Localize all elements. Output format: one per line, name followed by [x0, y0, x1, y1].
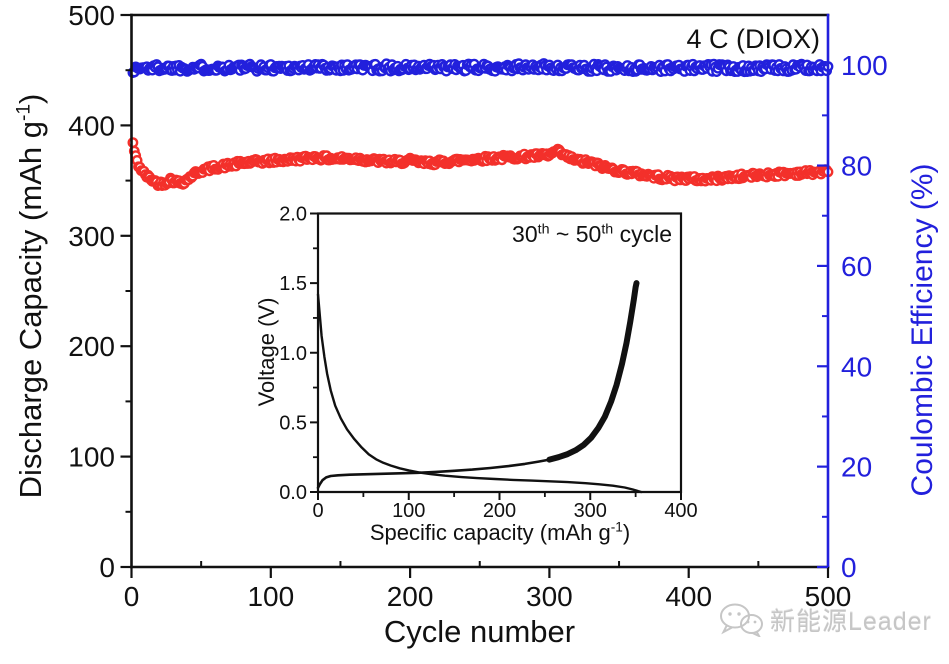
y-left-tick-label: 100 [68, 442, 115, 473]
inset-y-axis-title: Voltage (V) [254, 297, 279, 407]
watermark: 新能源Leader [718, 602, 932, 638]
x-tick-label: 100 [247, 581, 294, 612]
inset-y-tick-label: 1.5 [279, 273, 307, 295]
inset-y-tick-label: 0.0 [279, 482, 307, 504]
inset-x-tick-label: 200 [483, 500, 516, 522]
inset-x-title-text: Specific capacity (mAh g [369, 520, 611, 545]
inset-y-tick-label: 0.5 [279, 412, 307, 434]
y-right-tick-label: 100 [841, 50, 888, 81]
inset-title-t1: 30 [512, 221, 538, 247]
inset-title-s2: th [601, 221, 614, 238]
y-right-tick-label: 40 [841, 351, 872, 382]
inset-x-tick-label: 300 [574, 500, 607, 522]
inset-x-axis-title: Specific capacity (mAh g-1) [318, 520, 682, 546]
inset-x-title-sup: -1 [610, 519, 623, 535]
left-y-title-text: Discharge Capacity (mAh g [13, 121, 48, 499]
x-tick-label: 200 [387, 581, 434, 612]
left-y-title-close: ) [13, 93, 48, 104]
y-left-tick-label: 200 [68, 331, 115, 362]
left-y-axis-title: Discharge Capacity (mAh g-1) [13, 94, 49, 499]
inset-y-tick-label: 1.0 [279, 343, 307, 365]
y-left-tick-label: 400 [68, 110, 115, 141]
y-right-tick-label: 60 [841, 251, 872, 282]
inset-title-s1: th [537, 221, 550, 238]
inset-title-t3: cycle [613, 221, 672, 247]
x-tick-label: 500 [805, 581, 852, 612]
x-tick-label: 300 [526, 581, 573, 612]
rate-annotation: 4 C (DIOX) [686, 24, 820, 54]
wechat-icon [720, 603, 763, 637]
watermark-text: 新能源Leader [770, 608, 932, 636]
x-axis-title: Cycle number [383, 614, 576, 649]
y-right-tick-label: 80 [841, 151, 872, 182]
left-y-title-sup: -1 [13, 103, 35, 122]
right-y-axis-title: Coulombic Efficiency (%) [906, 163, 939, 497]
inset-x-tick-label: 0 [312, 500, 323, 522]
y-left-tick-label: 500 [68, 0, 115, 31]
x-tick-label: 0 [124, 581, 140, 612]
inset-title: 30th ~ 50th cycle [512, 221, 672, 248]
inset-x-title-close: ) [622, 520, 631, 545]
y-right-tick-label: 20 [841, 452, 872, 483]
inset-x-tick-label: 400 [664, 500, 697, 522]
x-tick-label: 400 [665, 581, 712, 612]
inset-x-tick-label: 100 [392, 500, 425, 522]
inset-y-tick-label: 2.0 [279, 204, 307, 226]
y-left-tick-label: 0 [99, 552, 115, 583]
y-left-tick-label: 300 [68, 221, 115, 252]
inset-title-t2: ~ 50 [549, 221, 602, 247]
y-right-tick-label: 0 [841, 552, 857, 583]
